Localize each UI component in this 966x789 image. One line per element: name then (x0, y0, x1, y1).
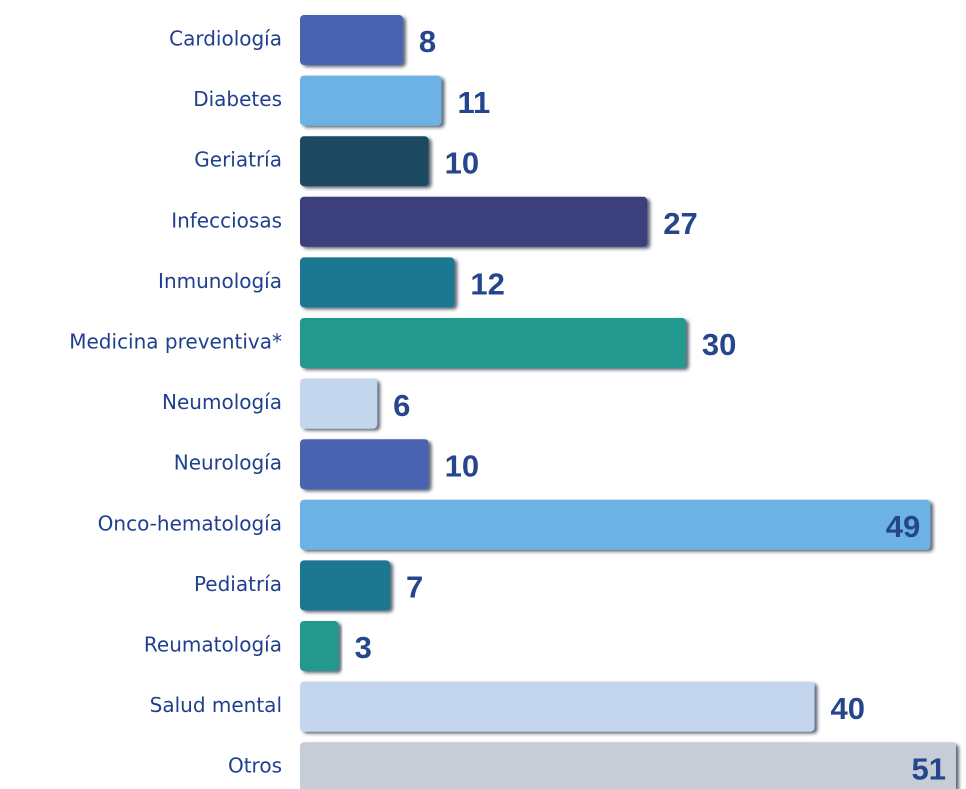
category-label: Onco-hematología (98, 511, 282, 535)
value-label: 8 (419, 24, 436, 59)
category-label: Medicina preventiva* (69, 330, 282, 354)
bar (300, 196, 648, 247)
bar (300, 439, 429, 490)
category-label: Infecciosas (171, 208, 282, 232)
category-label: Geriatría (194, 148, 282, 172)
value-label: 10 (445, 145, 479, 180)
category-label: Neumología (162, 390, 282, 414)
category-label: Neurología (174, 451, 282, 475)
bar (300, 742, 956, 789)
bar (300, 75, 442, 126)
value-label: 11 (457, 85, 490, 120)
value-label: 12 (470, 267, 504, 302)
bar (300, 378, 378, 429)
bar (300, 318, 686, 368)
value-label: 40 (831, 691, 865, 726)
bar (300, 560, 391, 611)
value-label: 3 (355, 630, 372, 665)
category-label: Reumatología (144, 633, 282, 657)
bar (300, 499, 931, 550)
category-label: Salud mental (150, 693, 282, 717)
value-label: 51 (912, 751, 946, 786)
bar (300, 621, 339, 671)
value-label: 49 (886, 509, 920, 544)
bar (300, 681, 815, 732)
category-label: Diabetes (193, 87, 282, 111)
value-label: 7 (406, 570, 423, 605)
value-label: 30 (702, 327, 736, 362)
category-label: Pediatría (194, 572, 282, 596)
value-label: 6 (393, 388, 410, 423)
value-label: 27 (663, 206, 697, 241)
category-label: Cardiología (169, 27, 282, 51)
bar (300, 136, 429, 187)
category-label: Inmunología (158, 269, 282, 293)
bar (300, 257, 455, 308)
bar (300, 15, 403, 65)
category-label: Otros (228, 754, 282, 778)
value-label: 10 (445, 448, 479, 483)
